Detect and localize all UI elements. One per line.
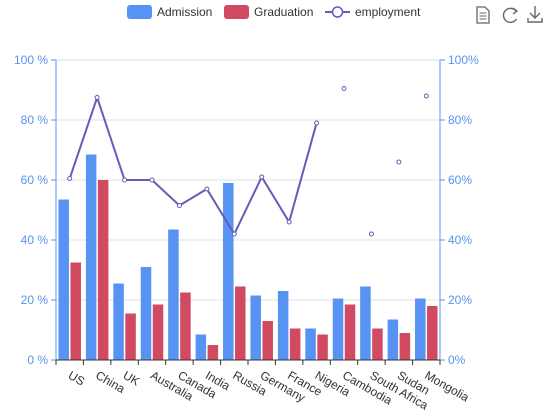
x-tick-label: US <box>66 368 87 388</box>
bar-admission <box>250 295 261 360</box>
restore-icon-arc <box>502 7 518 23</box>
bar-series <box>58 154 438 360</box>
bar-admission <box>277 291 289 360</box>
save-icon-tray <box>527 18 543 23</box>
bar-graduation <box>344 304 356 360</box>
employment-line <box>68 94 318 237</box>
legend-swatch-marker <box>331 6 344 18</box>
bar-admission <box>113 283 124 360</box>
legend-label: Graduation <box>254 5 313 19</box>
bar-admission <box>195 334 207 360</box>
y-right-tick-label: 0% <box>448 353 466 367</box>
legend-swatch <box>224 5 249 19</box>
y-right-tick-label: 20% <box>448 293 472 307</box>
employment-point <box>67 176 73 181</box>
legend-swatch <box>127 5 152 19</box>
bar-graduation <box>289 328 301 360</box>
employment-point <box>231 231 237 237</box>
data-view-icon-body <box>476 6 490 24</box>
bar-graduation <box>125 313 136 360</box>
bar-graduation <box>152 304 164 360</box>
employment-point <box>286 219 292 225</box>
x-tick-label: China <box>93 368 127 396</box>
bar-graduation <box>317 334 328 360</box>
bar-admission <box>360 286 371 360</box>
bar-admission <box>305 328 316 360</box>
y-right-tick-label: 80% <box>448 113 472 127</box>
legend-item-admission[interactable]: Admission <box>127 5 212 19</box>
bar-graduation <box>207 345 219 360</box>
bar-admission <box>85 154 97 360</box>
grid-lines <box>56 59 440 301</box>
save-icon-arrowhead <box>529 12 541 19</box>
bar-graduation <box>97 180 109 360</box>
employment-point <box>341 86 347 91</box>
employment-point <box>368 231 374 237</box>
legend-label: employment <box>355 5 421 19</box>
y-right-tick-label: 40% <box>448 233 472 247</box>
restore-icon[interactable] <box>502 7 519 23</box>
toolbox <box>476 6 543 24</box>
employment-point <box>149 177 155 183</box>
employment-point <box>94 95 100 100</box>
bar-graduation <box>70 262 81 360</box>
y-left-tick-label: 100 % <box>14 53 48 67</box>
line-series <box>67 86 429 237</box>
bar-graduation <box>427 306 438 360</box>
save-image-icon[interactable] <box>527 6 543 23</box>
y-left-tick-label: 40 % <box>21 233 49 247</box>
bar-admission <box>58 199 69 360</box>
employment-point <box>259 174 265 180</box>
legend-item-graduation[interactable]: Graduation <box>224 5 313 19</box>
y-left-tick-label: 0 % <box>27 353 48 367</box>
bar-admission <box>140 267 152 360</box>
y-right-tick-label: 60% <box>448 173 472 187</box>
bar-graduation <box>399 333 411 360</box>
employment-point <box>396 159 402 165</box>
y-left-tick-label: 80 % <box>21 113 49 127</box>
legend: Admission Graduation employment <box>127 5 421 19</box>
bar-admission <box>332 298 344 360</box>
data-view-icon[interactable] <box>476 6 490 24</box>
bar-admission <box>415 298 426 360</box>
y-left-tick-label: 20 % <box>21 293 49 307</box>
employment-point <box>176 203 182 208</box>
bar-graduation <box>262 321 273 360</box>
legend-item-employment[interactable]: employment <box>325 5 421 19</box>
bar-admission <box>387 319 399 360</box>
y-left-tick-label: 60 % <box>21 173 49 187</box>
restore-icon-arrow <box>512 7 519 15</box>
bar-admission <box>168 229 179 360</box>
bar-graduation <box>372 328 383 360</box>
employment-point <box>314 120 320 126</box>
employment-point <box>122 177 128 183</box>
y-right-tick-label: 100% <box>448 53 479 67</box>
employment-point <box>423 93 429 99</box>
bar-graduation <box>180 292 191 360</box>
bar-graduation <box>235 286 246 360</box>
bar-admission <box>223 183 234 360</box>
employment-point <box>204 186 210 192</box>
legend-label: Admission <box>157 5 212 19</box>
